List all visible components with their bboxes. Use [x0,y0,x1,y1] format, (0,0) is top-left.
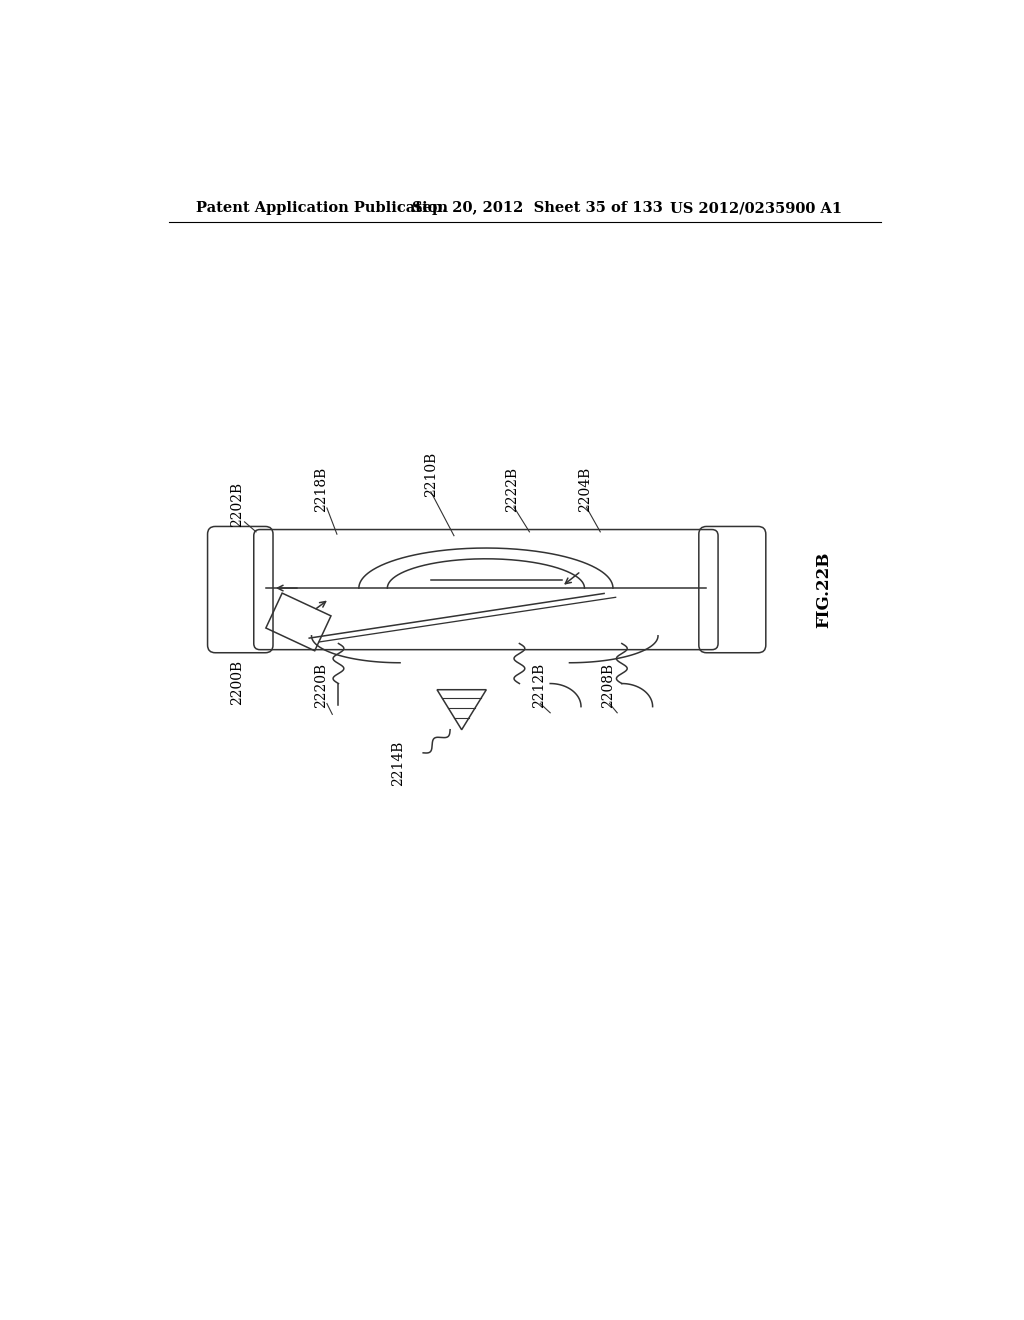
Text: 2210B: 2210B [424,451,438,496]
Text: US 2012/0235900 A1: US 2012/0235900 A1 [670,202,842,215]
Text: FIG.22B: FIG.22B [815,552,833,628]
Text: 2214B: 2214B [391,741,406,785]
Text: 2222B: 2222B [505,467,519,512]
Text: 2220B: 2220B [314,663,329,709]
Text: 2208B: 2208B [601,663,615,709]
Text: Patent Application Publication: Patent Application Publication [196,202,449,215]
Text: Sep. 20, 2012  Sheet 35 of 133: Sep. 20, 2012 Sheet 35 of 133 [412,202,663,215]
Text: 2200B: 2200B [229,660,244,705]
Text: 2202B: 2202B [229,482,244,528]
Text: 2212B: 2212B [531,663,546,709]
Text: 2218B: 2218B [314,467,329,512]
Text: 2204B: 2204B [578,467,592,512]
